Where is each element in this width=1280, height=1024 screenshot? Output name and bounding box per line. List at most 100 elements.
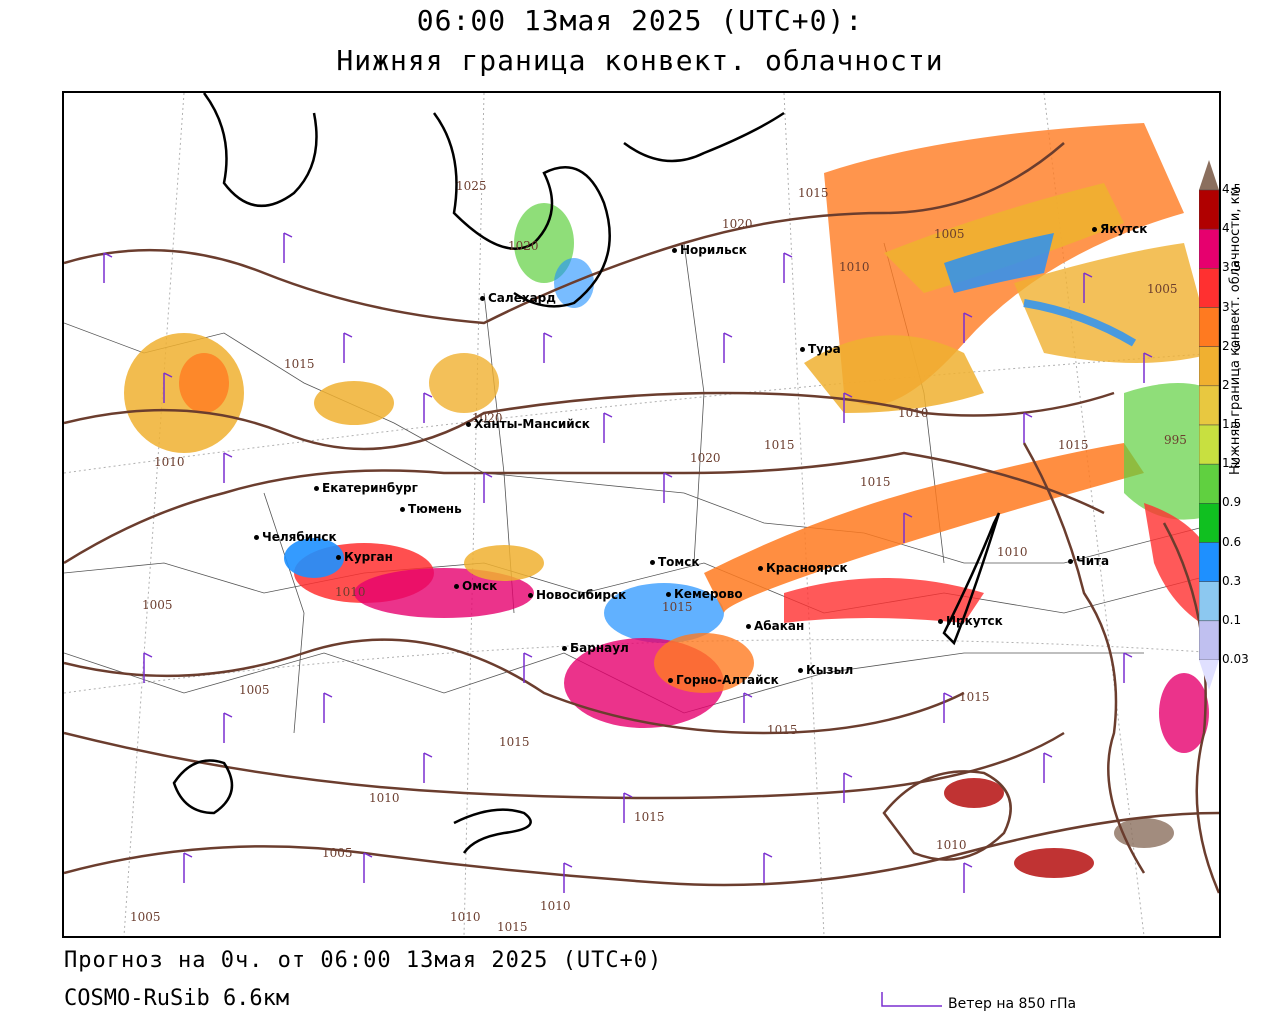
isobar-label: 1005 [130,910,161,924]
legend-band [1199,346,1219,387]
model-name: COSMO-RuSib 6.6км [64,986,290,1011]
isobar-label: 1005 [142,598,173,612]
city-dot [336,555,341,560]
legend-level-label: 1.5 [1222,417,1242,431]
isobar-label: 1015 [1058,438,1089,452]
city-name: Челябинск [262,530,337,544]
city-label: Чита [1068,554,1109,568]
legend-level-label: 3.5 [1222,260,1242,275]
city-label: Барнаул [562,641,629,655]
isobar-label: 1015 [764,438,795,452]
city-name: Томск [658,555,700,569]
legend-unit-label: Нижняя граница конвект. облачности, км [1228,186,1243,475]
city-dot [480,296,485,301]
isobar-label: 1015 [634,810,665,824]
isobar-label: 1025 [456,179,487,193]
isobar-label: 1010 [369,791,400,805]
city-name: Екатеринбург [322,481,418,495]
cloud-fields [124,123,1219,878]
isobar-label: 1010 [936,838,967,852]
city-label: Горно-Алтайск [668,673,779,687]
color-legend [1199,160,1219,690]
isobar-label: 1010 [154,455,185,469]
city-name: Кемерово [674,587,743,601]
legend-band [1199,424,1219,465]
city-dot [400,507,405,512]
legend-band [1199,307,1219,347]
city-name: Горно-Алтайск [676,673,779,687]
isobar-label: 995 [1164,433,1187,447]
city-name: Якутск [1100,222,1148,236]
isobar-label: 1020 [472,411,503,425]
legend-level-label: 3 [1222,299,1230,314]
city-name: Салехард [488,291,556,305]
city-name: Новосибирск [536,588,627,602]
legend-band [1199,542,1219,582]
city-label: Красноярск [758,561,848,575]
city-name: Норильск [680,243,747,257]
city-dot [746,624,751,629]
city-label: Новосибирск [528,588,626,602]
city-dot [666,592,671,597]
isobar-label: 1010 [335,585,366,599]
legend-level-label: 1.2 [1222,456,1242,471]
isobar-label: 1015 [767,723,798,737]
legend-band [1199,463,1219,504]
legend-level-label: 2.5 [1222,338,1242,353]
city-dot [798,668,803,673]
legend-level-label: 0.03 [1222,652,1249,666]
legend-band [1199,228,1219,269]
legend-band [1199,189,1219,230]
city-dot [454,584,459,589]
isobar-label: 1010 [540,899,571,913]
coastline [172,93,1001,854]
city-label: Салехард [480,291,556,305]
city-name: Тюмень [408,502,462,516]
legend-level-label: 0.1 [1222,612,1242,627]
isobar-label: 1010 [898,406,929,420]
legend-band [1199,268,1219,308]
city-label: Норильск [672,243,747,257]
city-name: Курган [344,550,393,564]
city-dot [650,560,655,565]
map-subtitle: Нижняя граница конвект. облачности [336,44,944,77]
city-dot [1068,559,1073,564]
city-label: Иркутск [938,614,1003,628]
isobar-label: 1015 [497,920,528,934]
legend-level-label: 4 [1222,221,1230,236]
city-label: Кемерово [666,587,743,601]
isobar-label: 1005 [322,846,353,860]
isobar-label: 1020 [508,239,539,253]
city-dot [314,486,319,491]
city-name: Тура [808,342,841,356]
city-name: Кызыл [806,663,854,677]
isobar-label: 1015 [860,475,891,489]
legend-top-arrow [1199,160,1219,190]
city-name: Чита [1076,554,1110,568]
city-label: Ханты-Мансийск [466,417,590,431]
city-label: Курган [336,550,393,564]
isobar-label: 1005 [1147,282,1178,296]
isobars [64,142,1219,894]
city-name: Ханты-Мансийск [474,417,590,431]
legend-level-label: 2 [1222,377,1230,392]
legend-band [1199,385,1219,426]
legend-band [1199,581,1219,622]
city-dot [672,248,677,253]
forecast-info: Прогноз на 0ч. от 06:00 13мая 2025 (UTC+… [64,948,663,973]
city-label: Омск [454,579,497,593]
isobar-label: 1015 [284,357,315,371]
isobar-label: 1010 [839,260,870,274]
city-dot [668,678,673,683]
isobar-label: 1015 [959,690,990,704]
isobar-label: 1015 [499,735,530,749]
isobar-label: 1020 [722,217,753,231]
city-dot [800,347,805,352]
isobar-label: 1005 [934,227,965,241]
city-name: Барнаул [570,641,629,655]
wind-barb-sample [881,992,942,1007]
city-name: Красноярск [766,561,848,575]
city-label: Абакан [746,619,804,633]
city-dot [562,646,567,651]
wind-barbs [103,232,1153,893]
